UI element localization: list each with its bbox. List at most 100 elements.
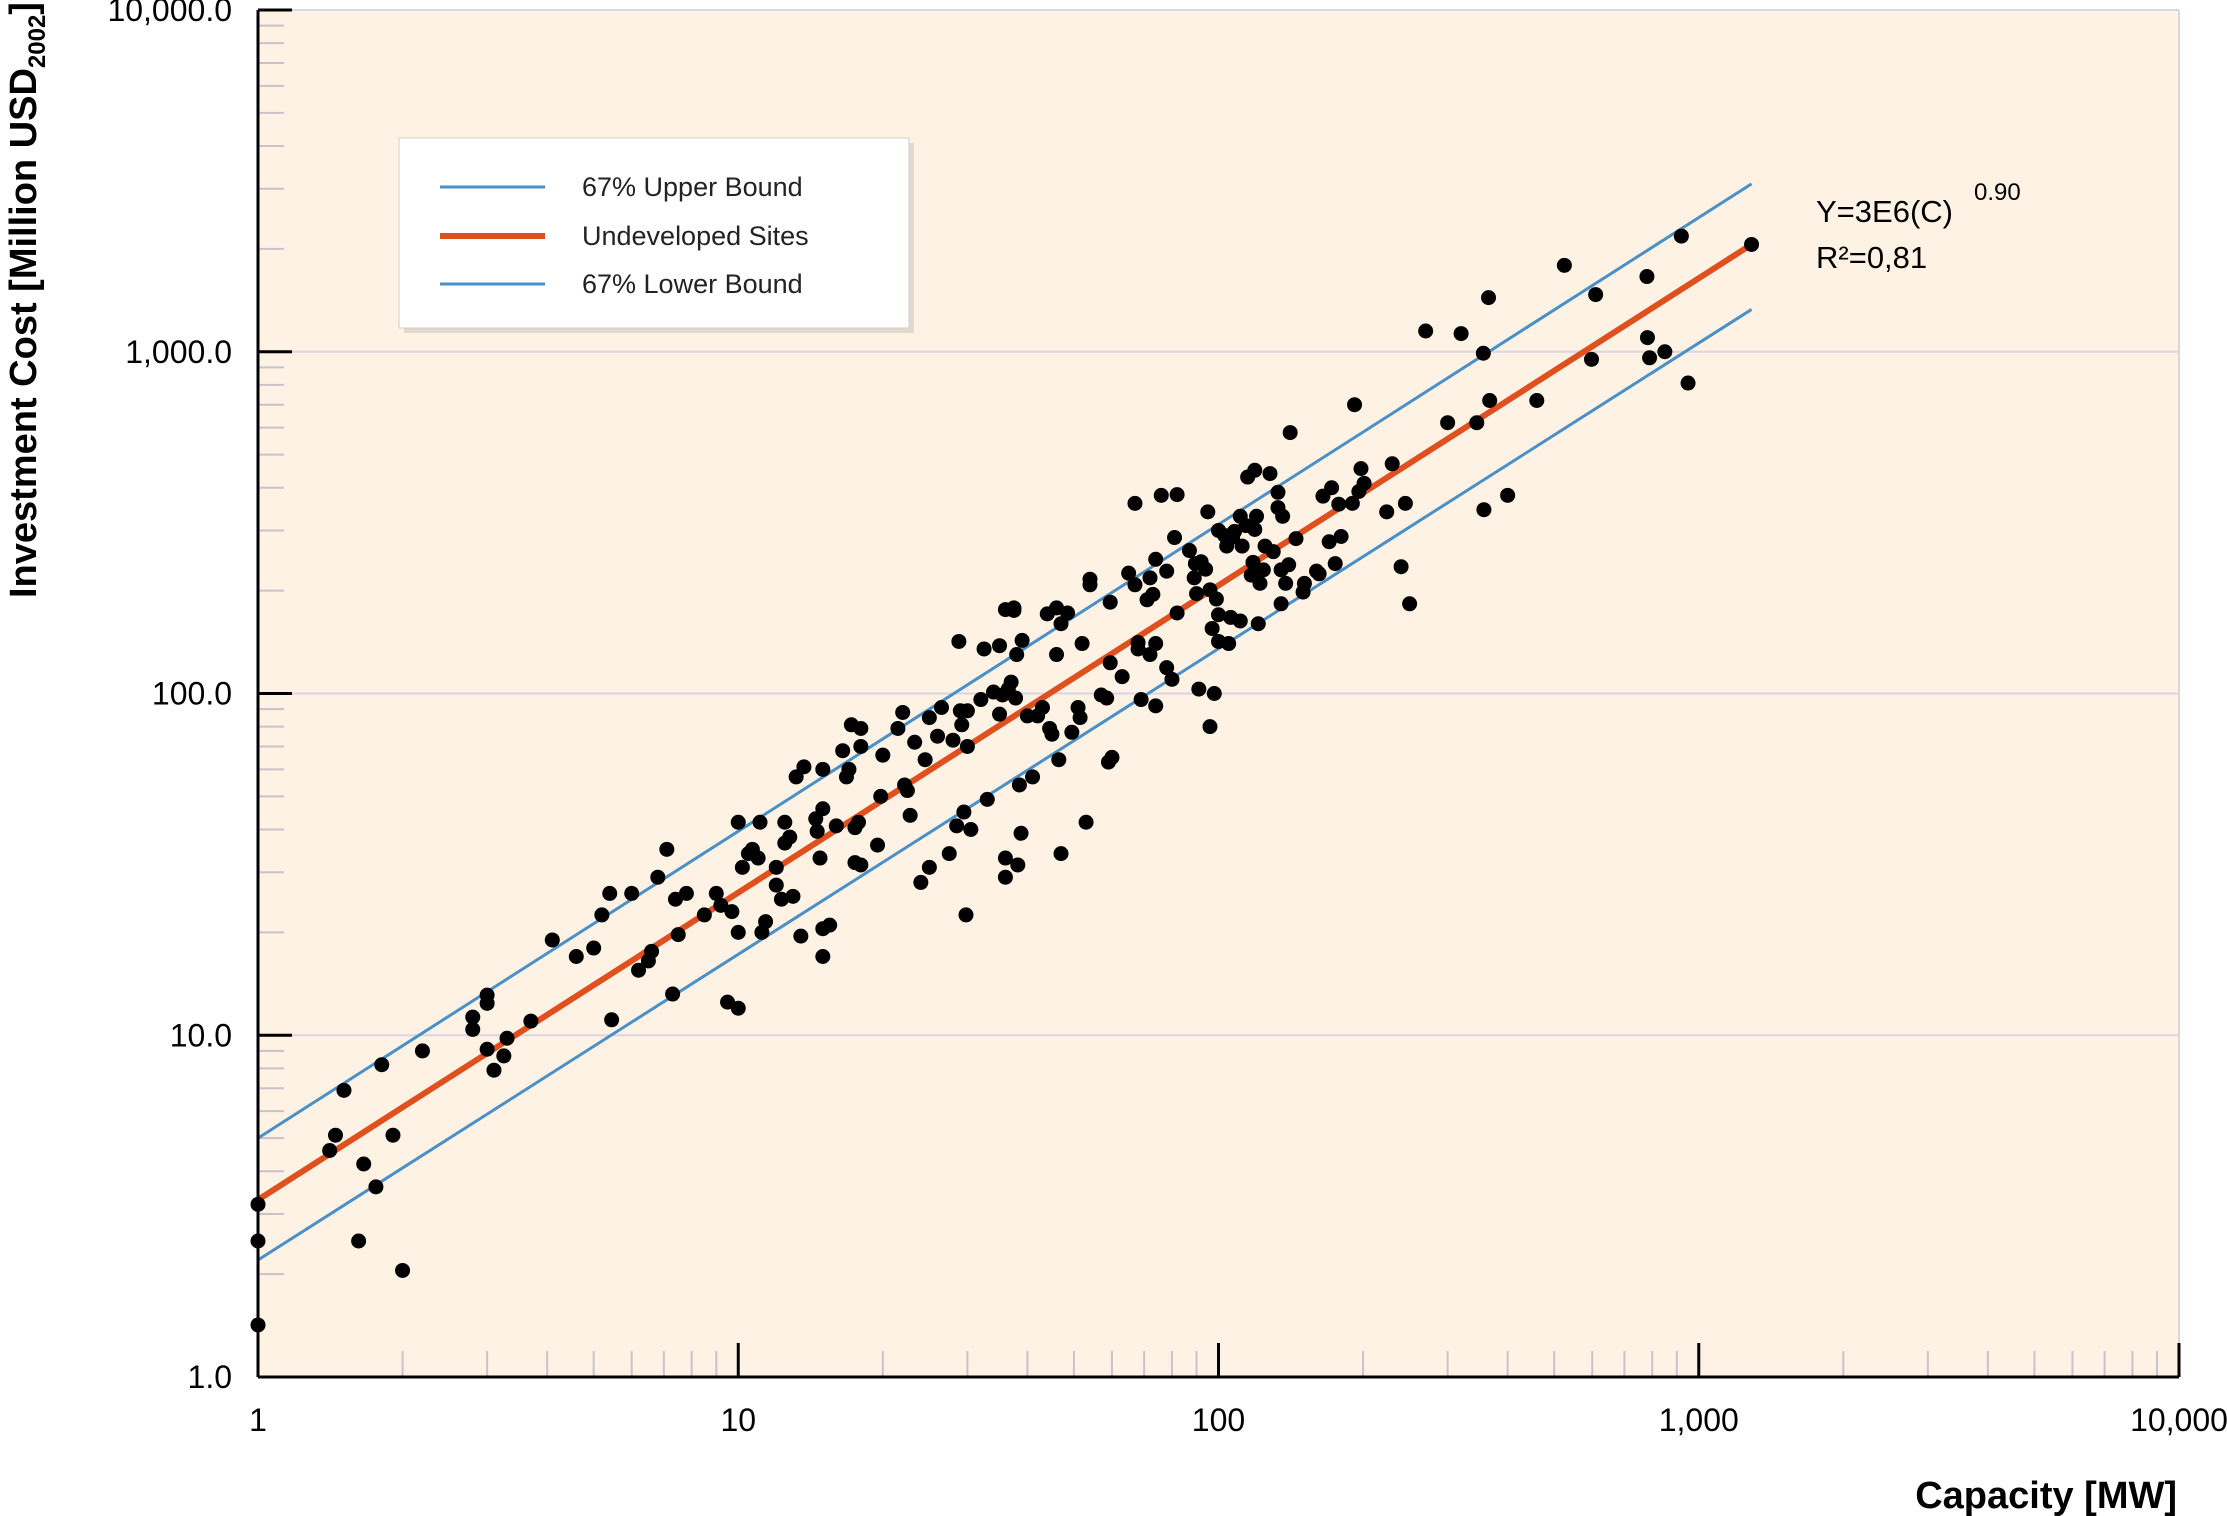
data-point <box>678 885 694 901</box>
data-point <box>1481 290 1497 306</box>
data-point <box>523 1013 539 1029</box>
data-point <box>499 1030 515 1046</box>
data-point <box>1189 586 1205 602</box>
data-point <box>1013 825 1029 841</box>
data-point <box>730 1000 746 1016</box>
data-point <box>1418 323 1434 339</box>
data-point <box>976 641 992 657</box>
data-point <box>979 791 995 807</box>
data-point <box>1384 456 1400 472</box>
data-point <box>327 1127 343 1143</box>
data-point <box>1044 726 1060 742</box>
data-point <box>336 1082 352 1098</box>
data-point <box>1744 236 1760 252</box>
data-point <box>752 814 768 830</box>
data-point <box>954 717 970 733</box>
data-point <box>1049 647 1065 663</box>
data-point <box>907 734 923 750</box>
minor-ticks <box>258 24 2159 1377</box>
x-tick-label: 1 <box>249 1402 267 1438</box>
data-point <box>1584 351 1600 367</box>
data-point <box>1191 681 1207 697</box>
data-point <box>1200 504 1216 520</box>
x-tick-label: 100 <box>1192 1402 1245 1438</box>
data-point <box>1121 565 1137 581</box>
x-tick-label: 10,000 <box>2130 1402 2227 1438</box>
data-point <box>758 914 774 930</box>
data-point <box>1130 641 1146 657</box>
data-point <box>730 814 746 830</box>
data-point <box>997 869 1013 885</box>
data-point <box>1142 647 1158 663</box>
data-point <box>1148 551 1164 567</box>
equation-exponent: 0.90 <box>1974 179 2021 206</box>
data-point <box>949 818 965 834</box>
legend-label-fit: Undeveloped Sites <box>582 221 809 251</box>
data-point <box>956 804 972 820</box>
data-point <box>1211 607 1226 623</box>
data-point <box>1273 596 1289 612</box>
equation-text: Y=3E6(C) <box>1816 194 1953 229</box>
data-point <box>1311 566 1327 582</box>
y-axis-title: Investment Cost [Million USD2002] <box>3 2 51 598</box>
data-point <box>351 1233 367 1249</box>
data-point <box>902 807 918 823</box>
data-point <box>1642 350 1658 366</box>
data-point <box>374 1057 390 1073</box>
data-point <box>992 638 1008 654</box>
data-point <box>1265 544 1281 560</box>
data-point <box>768 877 784 893</box>
data-point <box>1393 559 1409 575</box>
data-point <box>796 759 812 775</box>
data-point <box>1074 636 1090 652</box>
data-point <box>1198 561 1214 577</box>
data-point <box>963 821 979 837</box>
data-point <box>586 940 602 956</box>
data-point <box>1053 846 1069 862</box>
data-point <box>1321 534 1337 550</box>
data-point <box>1327 556 1343 572</box>
data-point <box>1331 496 1347 512</box>
data-point <box>959 738 975 754</box>
data-point <box>841 761 857 777</box>
data-point <box>1440 415 1456 431</box>
data-point <box>1127 495 1143 511</box>
data-point <box>951 633 967 649</box>
data-point <box>1072 710 1088 726</box>
data-point <box>1356 475 1372 491</box>
r-squared-text: R²=0,81 <box>1816 240 1927 275</box>
data-point <box>644 943 660 959</box>
data-point <box>913 874 929 890</box>
data-point <box>1402 596 1418 612</box>
data-point <box>1262 466 1278 482</box>
data-point <box>1186 570 1202 586</box>
data-point <box>870 837 886 853</box>
data-point <box>1529 393 1545 409</box>
data-point <box>1133 692 1149 708</box>
data-point <box>992 706 1008 722</box>
data-point <box>1025 769 1041 785</box>
data-point <box>1255 562 1271 578</box>
data-point <box>1556 257 1572 273</box>
data-point <box>1639 269 1655 285</box>
data-point <box>958 907 974 923</box>
data-point <box>768 859 784 875</box>
data-point <box>665 986 681 1002</box>
data-point <box>828 818 844 834</box>
data-point <box>1281 557 1297 573</box>
data-point <box>1482 393 1498 409</box>
data-point <box>1008 690 1024 706</box>
data-point <box>1153 487 1169 503</box>
data-point <box>895 704 911 720</box>
data-point <box>1064 724 1080 740</box>
data-point <box>544 932 560 948</box>
data-point <box>782 829 798 845</box>
x-tick-label: 1,000 <box>1659 1402 1739 1438</box>
data-point <box>1206 686 1222 701</box>
data-point <box>1053 616 1069 632</box>
data-point <box>1181 543 1197 559</box>
data-point <box>1247 462 1263 478</box>
data-point <box>1657 344 1673 360</box>
data-point <box>1673 228 1689 244</box>
